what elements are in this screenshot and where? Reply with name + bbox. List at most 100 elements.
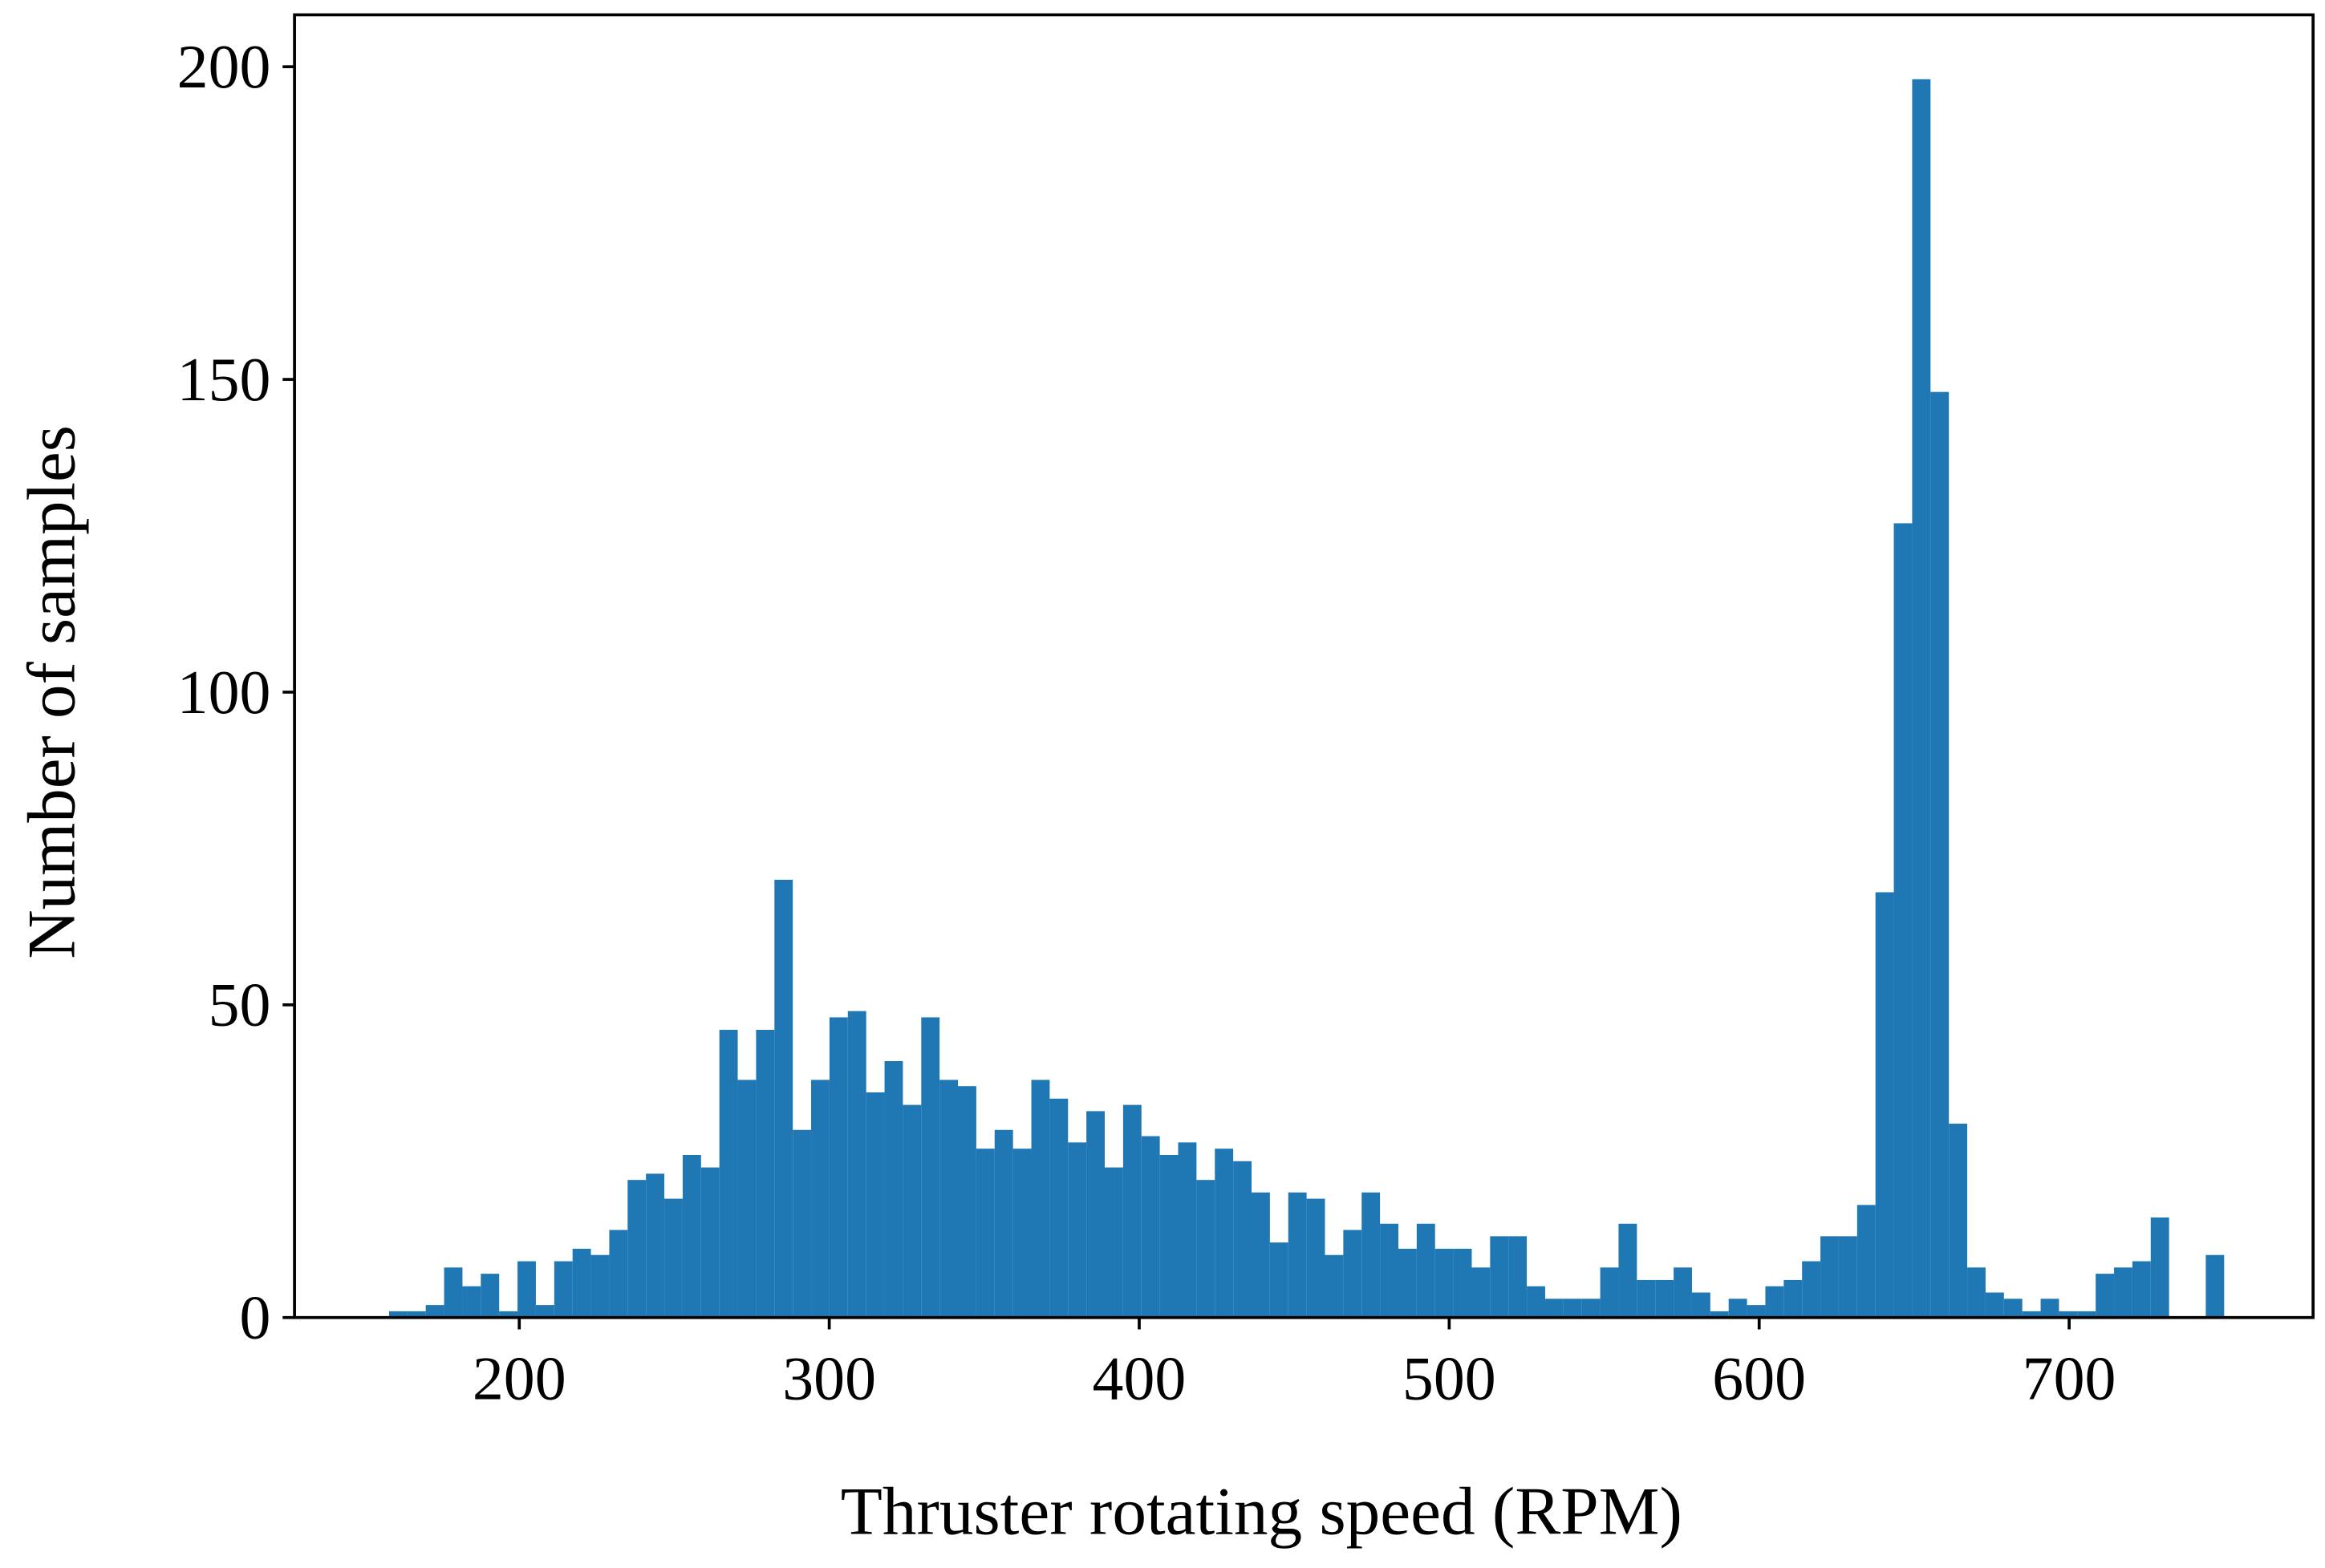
bar — [2003, 1299, 2023, 1318]
x-tick-label: 700 — [2023, 1343, 2116, 1412]
bar — [866, 1092, 885, 1318]
bar — [1949, 1123, 1968, 1318]
y-axis-title: Number of samples — [14, 425, 90, 959]
bar — [664, 1198, 683, 1318]
bar — [1471, 1267, 1491, 1318]
y-tick-label: 0 — [240, 1283, 271, 1352]
bar — [1985, 1292, 2004, 1318]
bar — [737, 1080, 757, 1318]
bar — [1783, 1279, 1803, 1318]
y-tick-label: 100 — [177, 658, 271, 727]
x-tick-label: 200 — [473, 1343, 566, 1412]
x-tick-label: 300 — [782, 1343, 876, 1412]
bar — [1012, 1149, 1032, 1318]
bar — [682, 1154, 701, 1318]
bar — [1765, 1286, 1784, 1318]
y-tick-label: 150 — [177, 345, 271, 414]
bar — [1086, 1111, 1106, 1318]
bar — [1233, 1161, 1252, 1318]
bar — [1141, 1136, 1160, 1318]
bar — [2150, 1217, 2169, 1318]
bar — [1637, 1279, 1656, 1318]
bar — [1105, 1167, 1123, 1318]
bar — [1618, 1223, 1637, 1318]
bar — [1875, 892, 1894, 1318]
bar — [1600, 1267, 1619, 1318]
bar — [1563, 1299, 1582, 1318]
bar — [1398, 1248, 1417, 1318]
bar — [444, 1267, 463, 1318]
bar — [994, 1129, 1013, 1318]
bar — [921, 1017, 940, 1318]
bar — [481, 1274, 500, 1318]
bar — [884, 1061, 903, 1318]
bar — [1967, 1267, 1986, 1318]
bar — [939, 1080, 959, 1318]
bar — [1049, 1098, 1069, 1318]
bar — [517, 1261, 536, 1318]
bar — [572, 1248, 591, 1318]
bar — [2205, 1254, 2225, 1318]
bar — [2132, 1261, 2151, 1318]
bar — [1728, 1299, 1747, 1318]
bar — [1490, 1236, 1509, 1318]
bar — [499, 1311, 518, 1318]
bar — [1288, 1192, 1307, 1318]
x-tick-label: 600 — [1712, 1343, 1806, 1412]
bar — [1343, 1230, 1362, 1318]
bar — [774, 879, 793, 1318]
bar — [1893, 523, 1913, 1318]
bar — [1325, 1254, 1344, 1318]
y-tick-label: 50 — [209, 970, 271, 1039]
bar — [2077, 1311, 2096, 1318]
bar — [1508, 1236, 1528, 1318]
bar — [1068, 1142, 1087, 1318]
bar — [1215, 1149, 1234, 1318]
bar — [2114, 1267, 2132, 1318]
bar — [1710, 1311, 1729, 1318]
bar — [1912, 79, 1931, 1318]
bar — [2040, 1299, 2059, 1318]
bar — [1361, 1192, 1381, 1318]
bar — [388, 1311, 408, 1318]
bar — [1380, 1223, 1398, 1318]
bar — [976, 1149, 995, 1318]
bar — [554, 1261, 573, 1318]
bar — [756, 1030, 775, 1318]
bar — [1820, 1236, 1839, 1318]
bar — [1838, 1236, 1857, 1318]
bar — [1802, 1261, 1821, 1318]
bar — [1527, 1286, 1545, 1318]
bar — [1159, 1154, 1179, 1318]
bar — [535, 1305, 554, 1318]
x-tick-label: 500 — [1402, 1343, 1496, 1412]
bar — [700, 1167, 720, 1318]
bar — [2022, 1311, 2041, 1318]
x-tick-label: 400 — [1093, 1343, 1187, 1412]
bar — [1178, 1142, 1197, 1318]
bar — [1269, 1242, 1288, 1318]
bar — [811, 1080, 830, 1318]
bar — [1434, 1248, 1454, 1318]
bar — [425, 1305, 444, 1318]
bar — [609, 1230, 628, 1318]
bar — [719, 1030, 738, 1318]
bar — [829, 1017, 848, 1318]
bar — [462, 1286, 481, 1318]
bar — [1655, 1279, 1674, 1318]
bar — [1581, 1299, 1601, 1318]
bar — [958, 1086, 976, 1318]
bar — [1031, 1080, 1050, 1318]
bar — [646, 1173, 665, 1318]
bar — [2059, 1311, 2078, 1318]
bar — [2096, 1274, 2115, 1318]
y-tick-label: 200 — [177, 32, 271, 101]
bar — [1930, 391, 1950, 1318]
bar — [1416, 1223, 1435, 1318]
bar — [903, 1104, 922, 1318]
plot-frame — [293, 13, 2315, 1319]
bar — [793, 1129, 812, 1318]
bar — [1691, 1292, 1710, 1318]
